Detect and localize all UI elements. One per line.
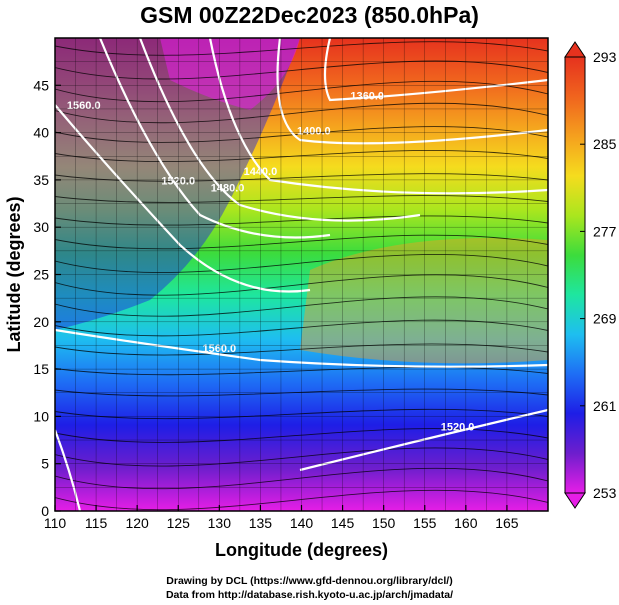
x-tick-label: 130 xyxy=(208,515,232,531)
x-tick-label: 165 xyxy=(495,515,519,531)
y-axis-label: Latitude (degrees) xyxy=(4,196,24,352)
x-tick-label: 115 xyxy=(85,515,108,531)
colorbar xyxy=(564,56,586,494)
streamline xyxy=(55,343,548,356)
x-tick-label: 120 xyxy=(125,515,149,531)
streamline xyxy=(55,296,548,317)
contour-label: 1480.0 xyxy=(211,182,245,194)
colorbar-tick-label: 285 xyxy=(593,136,617,152)
streamline xyxy=(55,428,548,443)
y-tick-label: 25 xyxy=(33,267,49,283)
chart-title: GSM 00Z22Dec2023 (850.0hPa) xyxy=(140,2,479,28)
height-contour xyxy=(55,429,82,511)
y-tick-label: 20 xyxy=(33,314,49,330)
height-contour xyxy=(208,38,548,195)
x-tick-label: 140 xyxy=(290,515,314,531)
streamline xyxy=(55,102,548,124)
x-tick-label: 135 xyxy=(249,515,273,531)
y-tick-label: 5 xyxy=(41,456,49,472)
colorbar-tick-label: 293 xyxy=(593,49,617,65)
x-tick-label: 110 xyxy=(44,515,67,531)
streamline xyxy=(55,274,548,296)
streamline xyxy=(55,126,548,143)
colorbar-tick-label: 253 xyxy=(593,485,617,501)
cold-air-mass xyxy=(55,38,300,330)
contour-label: 1560.0 xyxy=(67,100,101,112)
x-tick-label: 125 xyxy=(167,515,191,531)
x-tick-label: 145 xyxy=(331,515,355,531)
colorbar-max-arrow xyxy=(564,41,586,58)
streamline xyxy=(55,80,548,103)
coldest-air-mass xyxy=(160,38,300,110)
y-tick-label: 45 xyxy=(33,77,49,93)
streamline xyxy=(55,489,548,511)
streamline xyxy=(55,408,548,420)
x-tick-label: 160 xyxy=(454,515,478,531)
x-tick-label: 155 xyxy=(413,515,437,531)
credit-data-source: Data from http://database.rish.kyoto-u.a… xyxy=(165,589,454,601)
streamline xyxy=(55,41,548,56)
streamline xyxy=(55,254,548,273)
contour-label: 1520.0 xyxy=(441,422,475,434)
streamline xyxy=(55,366,548,376)
height-contour xyxy=(55,104,311,293)
contour-label: 1400.0 xyxy=(297,125,331,137)
colorbar-tick-label: 261 xyxy=(593,398,617,414)
height-contour xyxy=(276,38,548,145)
chart-canvas: 1360.01400.01440.01480.01520.01560.01560… xyxy=(4,37,617,560)
streamline xyxy=(55,234,548,250)
streamline xyxy=(55,447,548,467)
y-tick-label: 15 xyxy=(33,361,49,377)
streamline xyxy=(55,467,548,490)
streamline xyxy=(55,173,548,182)
streamlines xyxy=(55,41,548,511)
height-contour xyxy=(98,38,331,239)
streamline xyxy=(55,60,548,80)
y-tick-label: 40 xyxy=(33,125,49,141)
colorbar-tick-label: 277 xyxy=(593,223,617,239)
grid xyxy=(55,38,548,511)
colorbar-min-arrow xyxy=(564,492,586,509)
y-tick-label: 35 xyxy=(33,172,49,188)
y-tick-label: 30 xyxy=(33,219,49,235)
contour-label: 1360.0 xyxy=(350,90,384,102)
streamline xyxy=(55,195,548,203)
x-axis-label: Longitude (degrees) xyxy=(215,540,388,560)
streamline xyxy=(55,215,548,226)
credit-drawing: Drawing by DCL (https://www.gfd-dennou.o… xyxy=(166,575,453,587)
height-contour xyxy=(323,38,548,102)
warm-air-tongue xyxy=(300,238,548,364)
y-tick-label: 10 xyxy=(33,408,49,424)
y-tick-label: 0 xyxy=(41,503,49,519)
colorbar-tick-label: 269 xyxy=(593,311,617,327)
x-tick-label: 150 xyxy=(372,515,396,531)
